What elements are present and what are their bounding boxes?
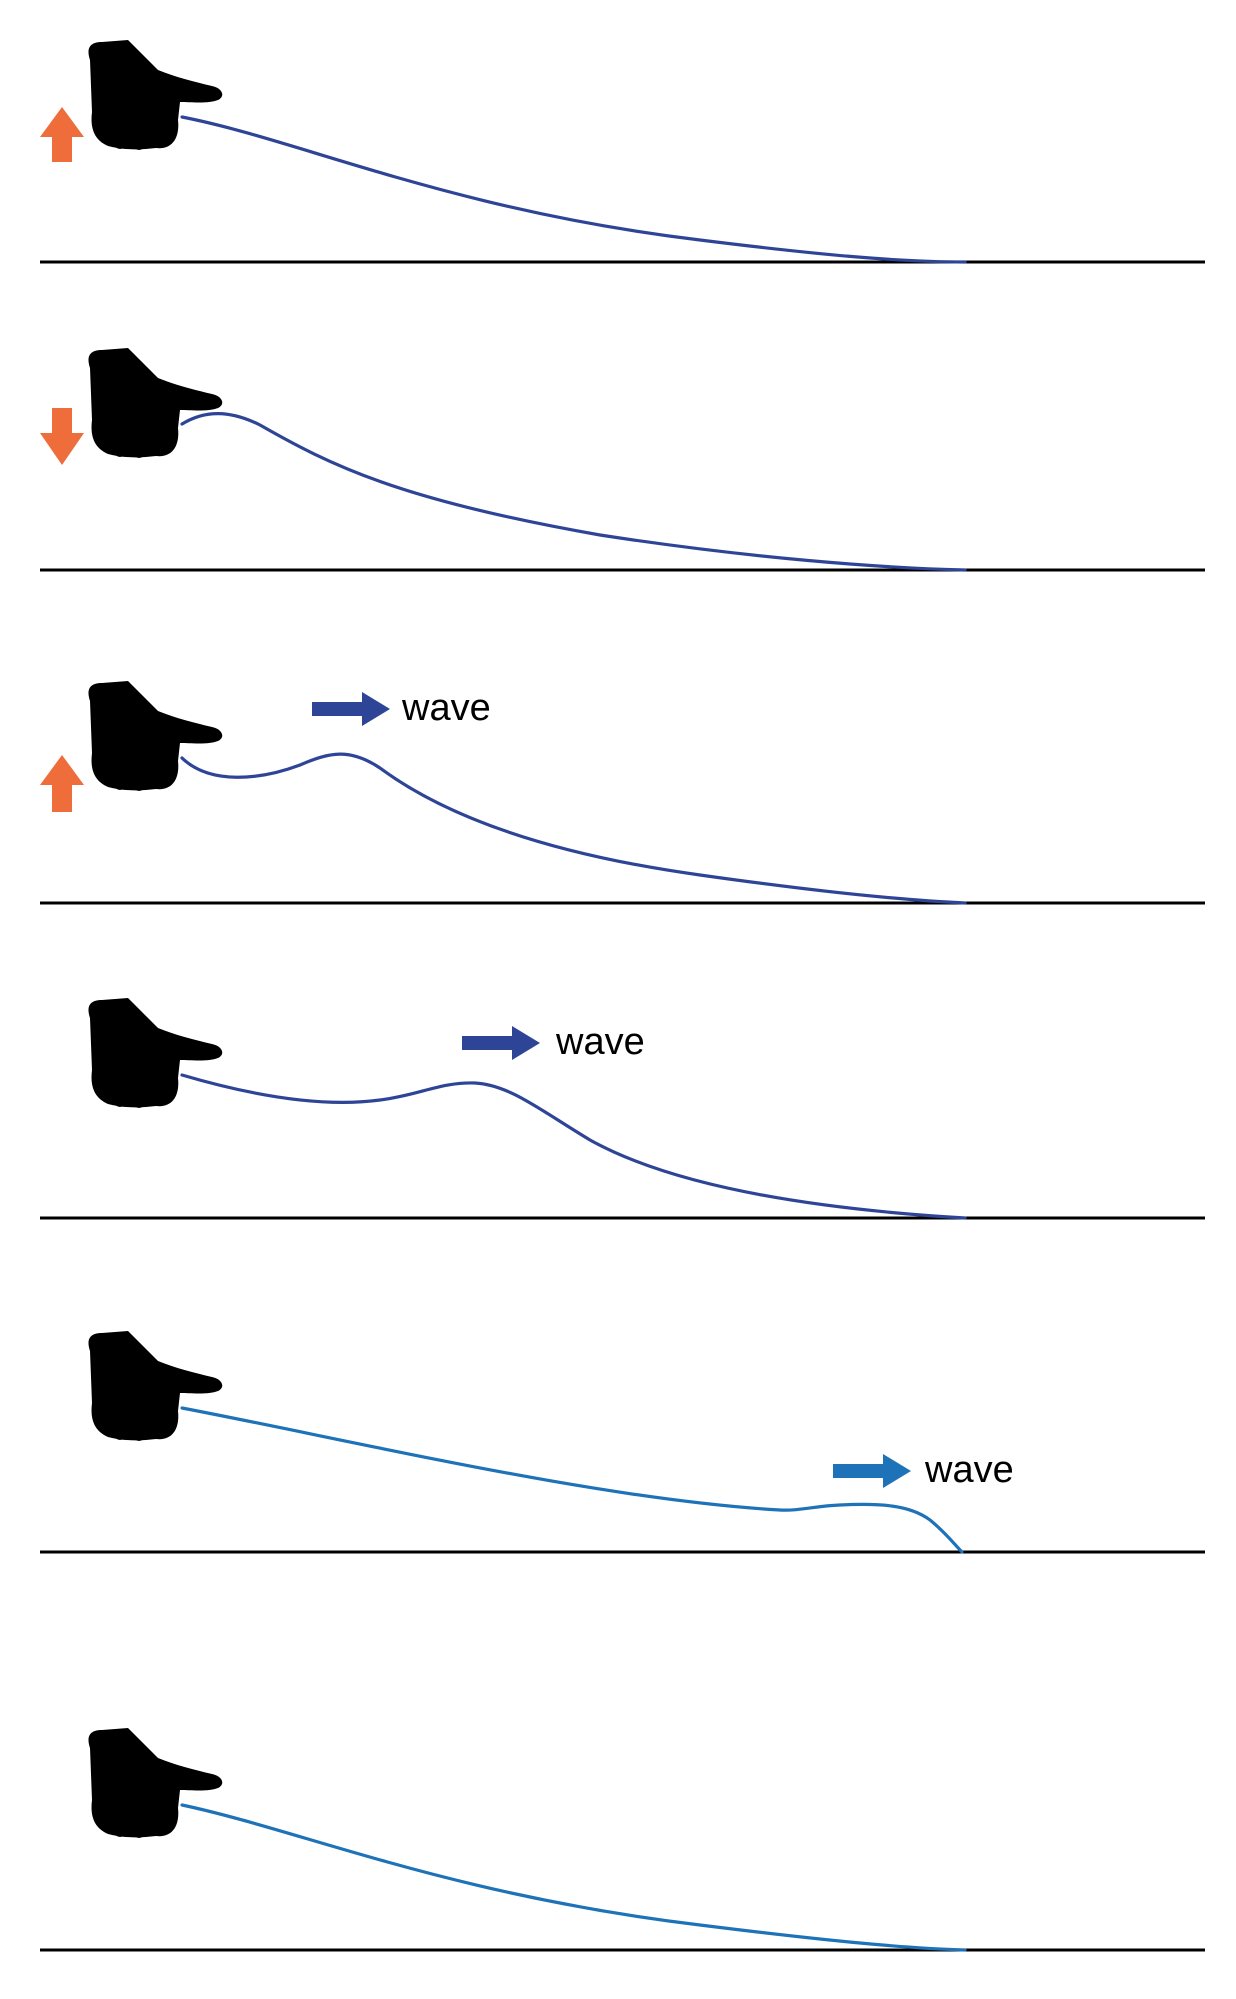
rope [180, 1073, 967, 1220]
rope [180, 1803, 967, 1952]
wave-label: wave [555, 1021, 645, 1063]
panel-4: wave [40, 998, 1205, 1220]
hand-icon [88, 1331, 223, 1441]
wave-arrow-icon [462, 1026, 540, 1060]
rope [180, 752, 967, 905]
rope [180, 115, 967, 264]
panel-2 [40, 348, 1205, 572]
hand-icon [88, 998, 223, 1108]
panel-1 [40, 40, 1205, 264]
panel-5: wave [40, 1331, 1205, 1554]
up-arrow-icon [40, 755, 84, 812]
down-arrow-icon [40, 408, 84, 465]
up-arrow-icon [40, 107, 84, 162]
rope [180, 412, 967, 572]
rope [180, 1406, 964, 1554]
wave-arrow-icon [312, 692, 390, 726]
wave-label: wave [401, 687, 491, 729]
hand-icon [88, 40, 223, 150]
panel-6 [40, 1728, 1205, 1952]
hand-icon [88, 1728, 223, 1838]
hand-icon [88, 348, 223, 458]
panel-3: wave [40, 681, 1205, 905]
hand-icon [88, 681, 223, 791]
wave-label: wave [924, 1449, 1014, 1491]
wave-arrow-icon [833, 1454, 911, 1488]
